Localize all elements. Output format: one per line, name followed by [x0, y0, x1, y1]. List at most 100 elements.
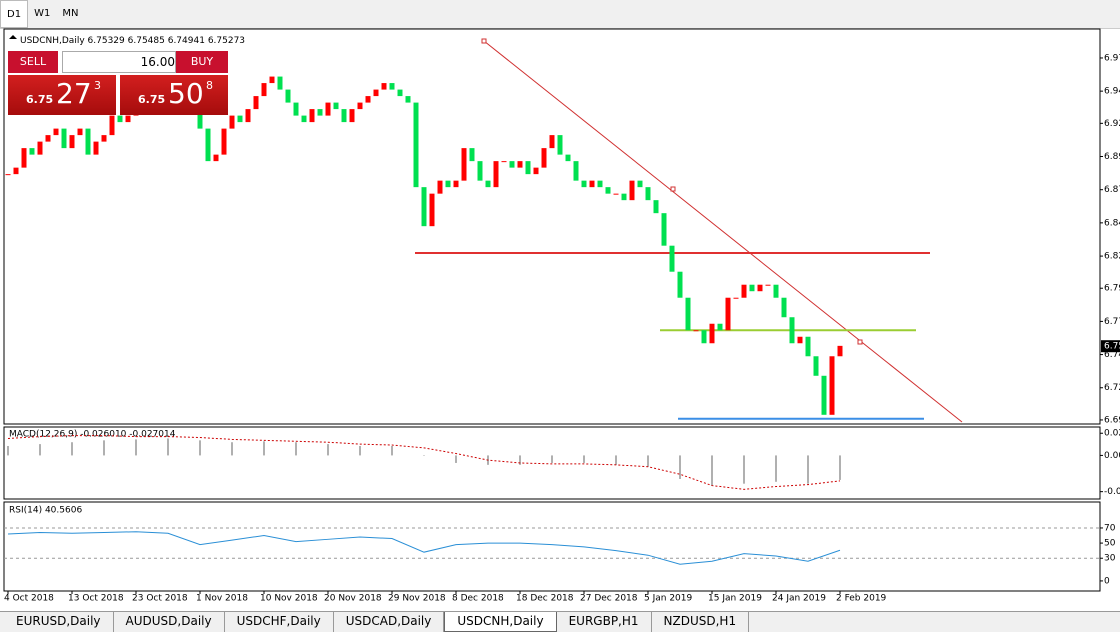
timeframe-button[interactable]: MN [62, 8, 79, 19]
candle-body [85, 128, 91, 155]
candle-body [789, 317, 795, 344]
chart-tab[interactable]: AUDUSD,Daily [114, 612, 225, 632]
candle-body [725, 297, 731, 331]
y-tick-label: 6.97430 [1104, 53, 1120, 63]
macd-bar [167, 438, 169, 456]
macd-bar [679, 455, 681, 479]
candle-body [509, 161, 515, 168]
macd-bar [327, 444, 329, 456]
candle-body [581, 180, 587, 188]
candle-body [101, 135, 107, 142]
y-tick-label: 70 [1104, 523, 1116, 533]
x-tick-label: 24 Jan 2019 [772, 594, 826, 604]
candle-body [77, 128, 83, 136]
rsi-frame [3, 501, 1101, 592]
y-tick-label: -0.038466 [1104, 487, 1120, 497]
price-tag: 6.75273 [1104, 342, 1120, 352]
trend-line [483, 40, 963, 423]
candle-body [109, 115, 115, 136]
candle-body [333, 102, 339, 110]
candle-body [221, 128, 227, 155]
price-fraction: 8 [206, 79, 213, 92]
candle-body [53, 128, 59, 136]
candle-body [261, 83, 267, 97]
macd-bar [7, 445, 9, 456]
candle-body [277, 76, 283, 90]
macd-bar [71, 442, 73, 456]
sell-price[interactable]: 6.75 27 3 [8, 75, 116, 115]
candle-body [829, 356, 835, 415]
candle-body [565, 154, 571, 162]
candle-body [621, 193, 627, 201]
y-tick-label: 30 [1104, 554, 1116, 564]
buy-button[interactable]: BUY [176, 51, 228, 73]
candle-body [381, 83, 387, 90]
macd-bar [615, 455, 617, 465]
chart-tab[interactable]: USDCNH,Daily [444, 612, 557, 632]
x-tick-label: 13 Oct 2018 [68, 594, 124, 604]
candle-body [365, 96, 371, 103]
candle-body [21, 148, 27, 168]
macd-bar [231, 442, 233, 456]
sell-button[interactable]: SELL [8, 51, 58, 73]
candle-body [373, 89, 379, 97]
macd-bar [583, 455, 585, 463]
candle-body [69, 135, 75, 149]
chart-tab[interactable]: USDCHF,Daily [225, 612, 334, 632]
candle-body [245, 109, 251, 123]
y-tick-label: 6.92405 [1104, 119, 1120, 129]
timeframe-button[interactable]: D1 [0, 0, 29, 28]
x-tick-label: 8 Dec 2018 [452, 594, 504, 604]
macd-bar [839, 455, 841, 480]
candle-body [437, 180, 443, 194]
y-tick-label: 0 [1104, 576, 1110, 586]
candle-body [541, 148, 547, 168]
macd-bar [295, 442, 297, 456]
candle-body [389, 83, 395, 90]
timeframe-button[interactable]: W1 [34, 8, 51, 19]
ohlc-low: 6.74941 [168, 36, 205, 46]
chart-tab[interactable]: EURGBP,H1 [557, 612, 652, 632]
y-tick-label: 6.87305 [1104, 185, 1120, 195]
candle-body [493, 161, 499, 188]
candle-body [453, 180, 459, 188]
macd-bar [199, 440, 201, 456]
chart-tab[interactable]: NZDUSD,H1 [652, 612, 750, 632]
candle-body [461, 148, 467, 181]
chart-tab[interactable]: USDCAD,Daily [334, 612, 445, 632]
y-tick-label: 6.79730 [1104, 284, 1120, 294]
y-tick-label: 6.74630 [1104, 350, 1120, 360]
candle-body [645, 187, 651, 201]
candle-body [477, 161, 483, 181]
candle-body [605, 187, 611, 194]
symbol-header: USDCNH,Daily 6.75329 6.75485 6.74941 6.7… [20, 36, 245, 46]
candle-body [701, 330, 707, 344]
candle-body [405, 96, 411, 103]
candle-body [837, 345, 843, 357]
macd-signal [7, 435, 841, 490]
candle-body [653, 200, 659, 214]
price-big-figure: 6.75 [138, 93, 166, 106]
x-tick-label: 29 Nov 2018 [388, 594, 446, 604]
symbol: USDCNH,Daily [20, 36, 85, 46]
candle-body [45, 135, 51, 142]
chart-tab[interactable]: EURUSD,Daily [4, 612, 114, 632]
y-tick-label: 6.84755 [1104, 218, 1120, 228]
candle-body [525, 161, 531, 175]
buy-price[interactable]: 6.75 50 8 [120, 75, 228, 115]
lots-input[interactable]: 16.00 [62, 51, 176, 73]
ohlc-close: 6.75273 [208, 36, 245, 46]
candle-body [485, 180, 491, 188]
x-tick-label: 10 Nov 2018 [260, 594, 318, 604]
candle-body [797, 336, 803, 344]
macd-bar [807, 455, 809, 484]
x-tick-label: 4 Oct 2018 [4, 594, 54, 604]
macd-bar [39, 444, 41, 456]
macd-bar [455, 455, 457, 463]
candle-body [253, 96, 259, 110]
x-tick-label: 5 Jan 2019 [644, 594, 692, 604]
candle-body [349, 109, 355, 123]
candle-body [325, 102, 331, 116]
